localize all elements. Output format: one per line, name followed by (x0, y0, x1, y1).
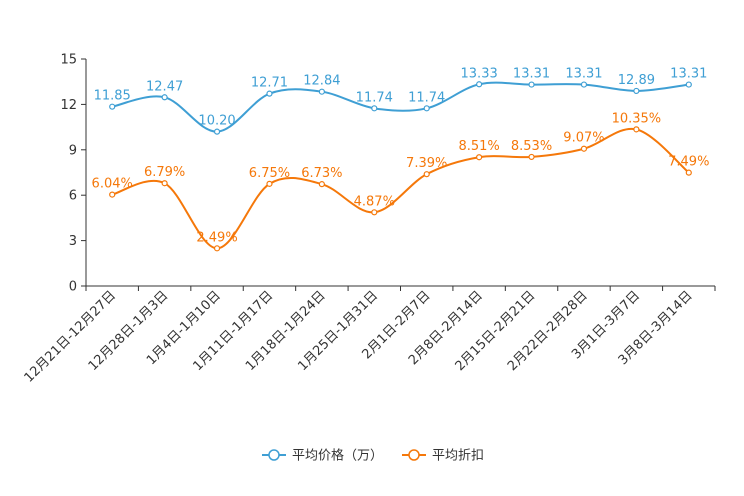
legend-swatch-marker (408, 449, 420, 461)
y-tick-label: 3 (69, 234, 77, 249)
legend-swatch-marker (268, 449, 280, 461)
data-point[interactable] (685, 81, 692, 88)
data-label: 6.75% (249, 166, 290, 181)
data-label: 6.73% (301, 166, 342, 181)
data-point[interactable] (109, 191, 116, 198)
data-point[interactable] (318, 88, 325, 95)
data-label: 10.35% (612, 111, 662, 126)
data-point[interactable] (528, 153, 535, 161)
data-label: 7.39% (406, 156, 447, 171)
data-point[interactable] (580, 145, 588, 152)
data-label: 6.04% (92, 177, 133, 192)
data-label: 12.47 (146, 79, 183, 94)
data-point[interactable] (476, 81, 483, 88)
data-label: 13.33 (461, 66, 498, 81)
y-tick-label: 15 (60, 53, 77, 68)
data-point[interactable] (371, 105, 378, 112)
data-point[interactable] (318, 181, 325, 188)
legend-item-discount[interactable]: 平均折扣 (402, 449, 484, 464)
data-point[interactable] (476, 154, 483, 161)
data-label: 6.79% (144, 165, 185, 180)
x-tick-label: 12月21日-12月27日 (22, 288, 119, 385)
data-label: 10.20 (198, 114, 235, 129)
y-tick-label: 0 (69, 280, 77, 295)
data-label: 11.74 (356, 90, 393, 105)
data-point[interactable] (580, 81, 588, 88)
data-point[interactable] (423, 105, 430, 112)
data-point[interactable] (423, 171, 430, 178)
data-label: 11.74 (408, 90, 445, 105)
data-label: 4.87% (354, 194, 395, 209)
data-label: 7.49% (668, 155, 709, 170)
data-label: 12.71 (251, 76, 288, 91)
data-point[interactable] (109, 103, 116, 110)
data-point[interactable] (266, 180, 273, 187)
series-line-discount (111, 127, 690, 250)
legend-item-price[interactable]: 平均价格（万） (262, 448, 383, 464)
data-label: 9.07% (563, 131, 604, 146)
data-point[interactable] (371, 209, 378, 216)
data-point[interactable] (685, 169, 692, 176)
data-point[interactable] (213, 245, 221, 252)
data-label: 8.51% (458, 139, 499, 154)
data-label: 13.31 (513, 67, 550, 82)
data-label: 13.31 (565, 67, 602, 82)
data-label: 8.53% (511, 139, 552, 154)
data-label: 11.85 (94, 89, 131, 104)
y-tick-label: 6 (69, 189, 77, 204)
data-label: 13.31 (670, 67, 707, 82)
data-point[interactable] (161, 180, 168, 187)
data-point[interactable] (161, 94, 168, 101)
data-label: 12.89 (618, 73, 655, 88)
data-point[interactable] (633, 87, 640, 95)
data-point[interactable] (213, 128, 221, 135)
y-tick-label: 12 (60, 98, 77, 113)
data-label: 2.49% (196, 230, 237, 245)
series-layer (109, 81, 692, 252)
data-labels: 11.85 12.47 10.20 12.71 12.84 11.74 11.74 13.33… (92, 66, 710, 245)
data-point[interactable] (633, 126, 640, 133)
legend-label: 平均折扣 (432, 449, 484, 464)
data-label: 12.84 (303, 74, 340, 89)
data-point[interactable] (266, 90, 273, 97)
legend-label: 平均价格（万） (292, 448, 383, 464)
legend[interactable]: 平均价格（万） 平均折扣 (262, 448, 484, 464)
y-tick-label: 9 (69, 143, 77, 158)
data-point[interactable] (528, 81, 535, 88)
